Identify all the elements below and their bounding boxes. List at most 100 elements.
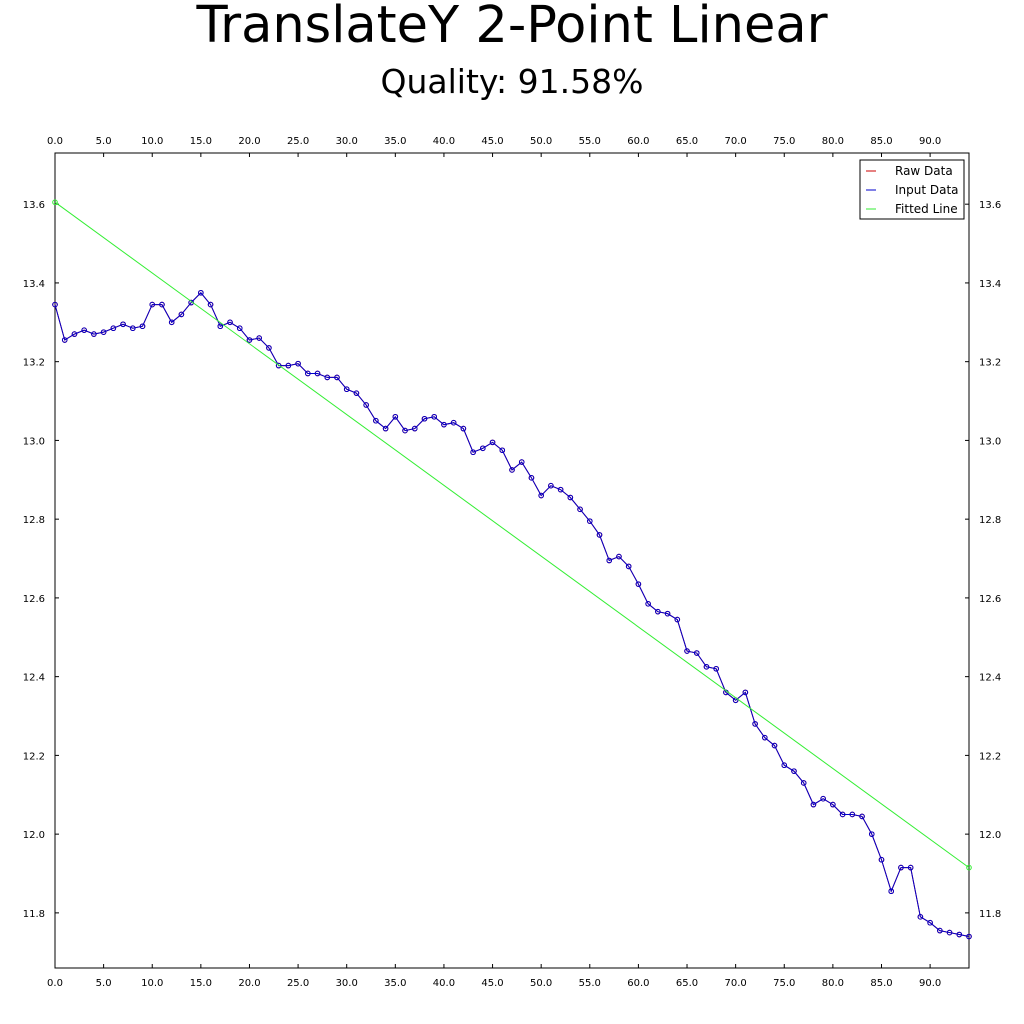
input-data-point <box>917 914 924 920</box>
y-tick-label-left: 13.0 <box>23 436 45 447</box>
x-tick-label-top: 45.0 <box>481 136 503 147</box>
x-tick-label-bottom: 55.0 <box>579 978 601 989</box>
input-data-point <box>305 370 311 377</box>
input-data-point <box>334 374 340 381</box>
input-data-point <box>966 933 972 940</box>
x-tick-label-top: 50.0 <box>530 136 552 147</box>
x-tick-label-bottom: 15.0 <box>190 978 212 989</box>
raw-data-line <box>54 292 970 937</box>
input-data-point <box>859 813 865 820</box>
input-data-point <box>343 386 350 393</box>
input-data-point <box>480 445 486 452</box>
x-tick-label-bottom: 50.0 <box>530 978 552 989</box>
input-data-point <box>450 419 457 426</box>
legend: Raw Data Input Data Fitted Line <box>859 159 965 220</box>
x-tick-label-top: 15.0 <box>190 136 212 147</box>
input-data-point <box>878 856 885 863</box>
input-data-point <box>810 801 817 808</box>
chart-title: TranslateY 2-Point Linear <box>196 0 828 55</box>
input-data-point <box>956 931 963 938</box>
input-data-point <box>256 335 262 341</box>
input-data-point <box>198 289 204 296</box>
legend-label: Fitted Line <box>895 202 958 216</box>
input-data-point <box>149 301 156 308</box>
y-tick-label-right: 12.2 <box>979 751 1001 762</box>
x-tick-label-bottom: 0.0 <box>47 978 63 989</box>
input-data-point <box>71 331 78 337</box>
input-data-point <box>742 689 749 696</box>
x-tick-label-top: 25.0 <box>287 136 309 147</box>
y-tick-label-right: 13.6 <box>979 200 1001 211</box>
x-tick-label-top: 70.0 <box>725 136 747 147</box>
input-data-point <box>382 425 389 432</box>
x-tick-label-bottom: 20.0 <box>238 978 260 989</box>
input-data-point <box>868 831 875 837</box>
input-data-point <box>567 494 574 501</box>
input-data-point <box>548 482 554 489</box>
input-data-point <box>81 327 87 333</box>
y-tick-label-right: 12.0 <box>979 830 1001 841</box>
input-data-point <box>120 321 126 328</box>
x-tick-label-bottom: 10.0 <box>141 978 163 989</box>
input-data-point <box>528 475 535 481</box>
y-tick-label-left: 13.2 <box>23 358 45 369</box>
input-data-point <box>295 360 301 367</box>
x-tick-label-top: 0.0 <box>47 136 63 147</box>
y-tick-label-right: 12.6 <box>979 594 1001 605</box>
input-data-point <box>285 362 292 369</box>
input-data-point <box>781 762 788 769</box>
y-tick-label-right: 13.2 <box>979 358 1001 369</box>
input-data-point <box>61 337 68 343</box>
input-data-point <box>927 919 933 926</box>
input-data-point <box>771 742 778 749</box>
input-data-point <box>100 329 107 335</box>
chart-subtitle: Quality: 91.58% <box>380 62 644 101</box>
input-data-point <box>800 780 807 786</box>
y-tick-label-left: 13.6 <box>23 200 45 211</box>
input-data-point <box>129 325 136 332</box>
input-data-point <box>509 467 515 473</box>
input-data-point <box>577 506 583 513</box>
x-tick-label-top: 40.0 <box>433 136 455 147</box>
input-data-point <box>421 415 428 422</box>
input-data-point <box>898 864 904 871</box>
input-data-point <box>431 413 438 420</box>
x-tick-label-bottom: 45.0 <box>481 978 503 989</box>
input-data-point <box>635 581 642 587</box>
legend-box <box>859 159 965 220</box>
input-data-point <box>518 459 525 465</box>
x-tick-label-top: 35.0 <box>384 136 406 147</box>
fitted-line-point <box>966 864 972 871</box>
input-data-point <box>684 648 690 654</box>
input-data-point <box>606 557 613 564</box>
x-tick-label-top: 65.0 <box>676 136 698 147</box>
input-data-point <box>159 301 165 308</box>
input-data-point <box>907 864 914 871</box>
input-data-point <box>839 811 846 818</box>
input-data-point <box>353 390 360 396</box>
input-data-point <box>830 801 836 808</box>
input-data-point <box>460 425 467 432</box>
input-data-point <box>937 927 943 934</box>
x-tick-label-top: 30.0 <box>336 136 358 147</box>
input-data-point <box>217 323 224 330</box>
input-data-point <box>625 563 632 570</box>
input-data-point <box>168 319 175 326</box>
input-data-point <box>616 553 622 560</box>
input-data-point <box>52 301 58 308</box>
x-tick-label-top: 80.0 <box>822 136 844 147</box>
y-tick-label-left: 11.8 <box>23 909 45 920</box>
input-data-point <box>373 417 379 424</box>
input-data-point <box>762 734 768 741</box>
x-tick-label-bottom: 30.0 <box>336 978 358 989</box>
input-data-point <box>538 492 544 499</box>
input-data-point <box>236 325 243 332</box>
y-tick-label-right: 11.8 <box>979 909 1001 920</box>
input-data-point <box>91 331 97 337</box>
input-data-point <box>363 402 369 408</box>
y-tick-label-right: 13.4 <box>979 279 1001 290</box>
input-data-point <box>645 601 651 607</box>
input-data-point <box>849 811 856 818</box>
input-data-point <box>275 362 282 369</box>
input-data-point <box>703 664 710 670</box>
